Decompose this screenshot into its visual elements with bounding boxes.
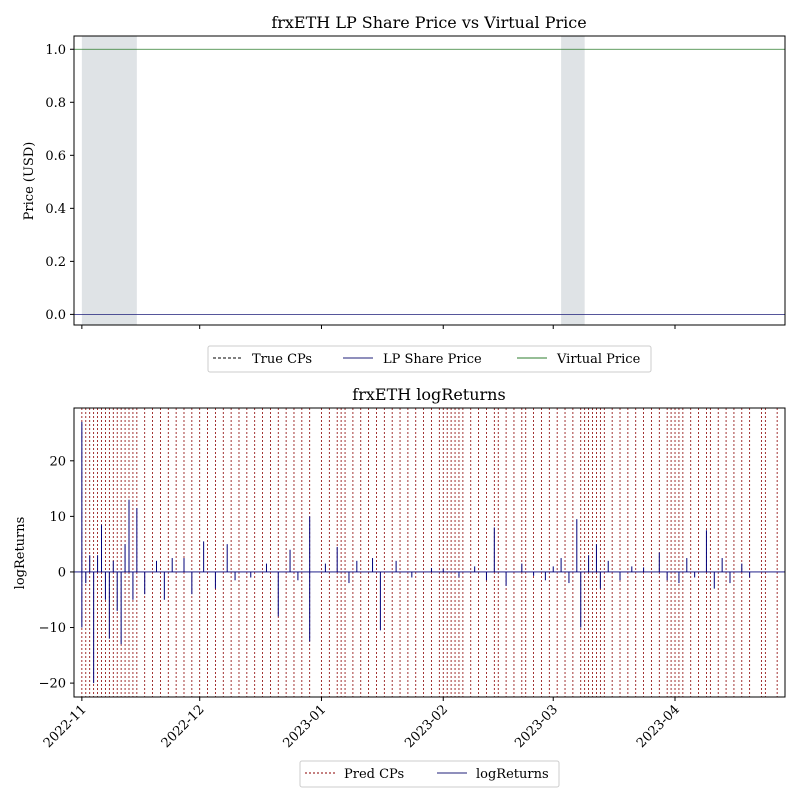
top-legend: True CPs LP Share Price Virtual Price [207, 345, 652, 373]
top-chart: frxETH LP Share Price vs Virtual Price 0… [22, 13, 786, 373]
y-tick-label: 20 [49, 454, 66, 469]
bottom-y-axis-label: logReturns [13, 517, 28, 590]
y-tick-label: −10 [39, 621, 66, 636]
shaded-region-1 [561, 36, 585, 325]
legend-lp-share-price-label: LP Share Price [383, 352, 482, 367]
legend-logreturns-label: logReturns [476, 767, 549, 782]
top-shaded-regions [81, 36, 585, 325]
logreturns-series [74, 421, 785, 684]
top-y-axis-label: Price (USD) [22, 142, 37, 221]
y-tick-label: 0 [58, 565, 66, 580]
top-plot-frame [73, 35, 786, 326]
top-series [74, 48, 785, 315]
y-tick-label: 10 [49, 510, 66, 525]
legend-true-cps-label: True CPs [252, 352, 312, 367]
shaded-region-0 [81, 36, 137, 325]
top-y-axis: 0.0 0.2 0.4 0.6 0.8 1.0 [45, 43, 74, 323]
top-chart-title: frxETH LP Share Price vs Virtual Price [271, 13, 586, 32]
y-tick-label: 0.2 [45, 255, 66, 270]
bottom-legend: Pred CPs logReturns [299, 760, 560, 788]
legend-virtual-price-label: Virtual Price [556, 352, 641, 367]
y-tick-label: 0.8 [45, 96, 66, 111]
pred-cps-lines [81, 408, 778, 697]
bottom-plot-frame [73, 407, 786, 698]
y-tick-label: 0.6 [45, 149, 66, 164]
y-tick-label: 0.0 [45, 308, 66, 323]
bottom-chart-title: frxETH logReturns [352, 385, 505, 404]
y-tick-label: −20 [39, 677, 66, 692]
y-tick-label: 1.0 [45, 43, 66, 58]
y-tick-label: 0.4 [45, 202, 66, 217]
legend-pred-cps-label: Pred CPs [344, 767, 404, 782]
top-x-axis [81, 325, 676, 329]
bottom-y-axis: −20 −10 0 10 20 [39, 454, 74, 692]
